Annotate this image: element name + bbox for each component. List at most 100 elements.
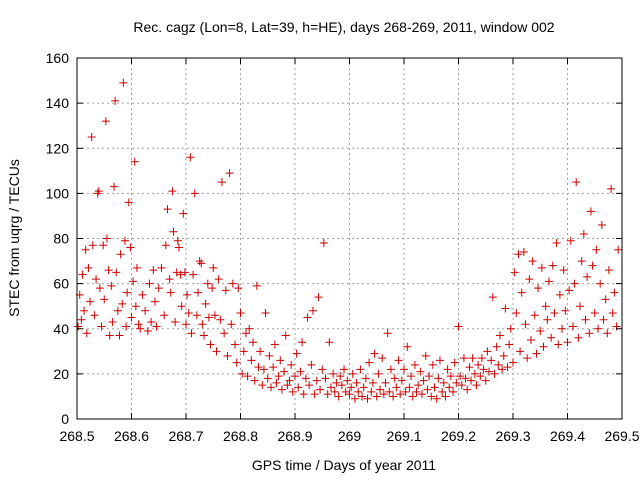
data-point	[586, 207, 595, 216]
data-point	[80, 306, 89, 315]
data-point	[343, 376, 352, 385]
data-point	[454, 322, 463, 331]
data-point	[187, 329, 196, 338]
data-point	[526, 336, 535, 345]
data-point	[523, 354, 532, 363]
data-point	[439, 378, 448, 387]
data-point	[477, 354, 486, 363]
data-point	[348, 369, 357, 378]
data-point	[119, 78, 128, 87]
data-point	[579, 229, 588, 238]
data-point	[182, 320, 190, 329]
data-point	[287, 360, 296, 369]
data-point	[101, 117, 110, 126]
data-point	[261, 308, 270, 317]
data-point	[519, 248, 528, 257]
data-point	[294, 383, 303, 392]
data-point	[325, 338, 334, 347]
data-point	[350, 394, 359, 403]
data-point	[176, 270, 185, 279]
data-point	[506, 324, 515, 333]
data-point	[410, 360, 419, 369]
data-point	[563, 338, 572, 347]
data-point	[102, 234, 111, 243]
data-point	[530, 311, 539, 320]
data-point	[163, 205, 172, 214]
data-point	[365, 358, 374, 367]
data-point	[414, 381, 423, 390]
data-point	[241, 329, 250, 338]
data-point	[427, 392, 436, 401]
data-point	[299, 390, 308, 399]
data-point	[81, 245, 90, 254]
data-point	[457, 381, 466, 390]
y-tick-label: 120	[46, 140, 70, 156]
data-point	[400, 365, 408, 374]
y-tick-label: 60	[53, 276, 69, 292]
data-point	[552, 239, 561, 248]
data-point	[397, 376, 406, 385]
data-point	[588, 261, 597, 270]
data-point	[517, 288, 526, 297]
data-point	[250, 376, 259, 385]
data-point	[559, 266, 568, 275]
data-point	[554, 340, 563, 349]
data-point	[590, 308, 599, 317]
data-point	[576, 302, 585, 311]
data-point	[430, 383, 439, 392]
data-point	[488, 293, 497, 302]
data-point	[197, 259, 206, 268]
data-point	[516, 347, 525, 356]
data-point	[381, 378, 390, 387]
data-point	[95, 284, 104, 293]
data-point	[292, 349, 301, 358]
data-point	[88, 241, 97, 250]
y-tick-label: 20	[53, 366, 69, 382]
data-point	[347, 383, 356, 392]
data-point	[358, 392, 367, 401]
data-point	[452, 378, 461, 387]
data-point	[216, 315, 225, 324]
data-point	[465, 363, 474, 372]
data-point	[212, 347, 221, 356]
data-point	[217, 178, 226, 187]
data-point	[231, 340, 240, 349]
data-point	[184, 308, 193, 317]
data-point	[416, 367, 425, 376]
data-point	[385, 387, 394, 396]
data-point	[152, 322, 161, 331]
data-point	[92, 275, 101, 284]
data-point	[173, 236, 182, 245]
data-point	[238, 369, 247, 378]
y-tick-label: 40	[53, 321, 69, 337]
data-point	[189, 270, 198, 279]
data-point	[354, 387, 363, 396]
data-point	[561, 306, 570, 315]
data-point	[476, 372, 485, 381]
data-point	[585, 329, 594, 338]
x-tick-label: 268.9	[277, 428, 312, 444]
data-point	[389, 392, 398, 401]
data-point	[145, 279, 154, 288]
data-point	[601, 295, 610, 304]
data-point	[108, 317, 117, 326]
data-point	[539, 342, 548, 351]
data-point	[201, 299, 210, 308]
data-point	[190, 189, 199, 198]
data-point	[110, 182, 119, 191]
data-point	[118, 299, 127, 308]
data-point	[220, 329, 229, 338]
data-point	[390, 374, 399, 383]
data-point	[498, 365, 507, 374]
x-tick-label: 268.5	[59, 428, 94, 444]
data-point	[525, 275, 534, 284]
data-point	[274, 372, 283, 381]
data-point	[419, 376, 428, 385]
data-point	[608, 308, 617, 317]
data-point	[247, 356, 256, 365]
data-point	[345, 390, 354, 399]
data-point	[446, 372, 455, 381]
data-point	[472, 381, 481, 390]
x-tick-label: 268.7	[168, 428, 203, 444]
data-point	[604, 266, 613, 275]
